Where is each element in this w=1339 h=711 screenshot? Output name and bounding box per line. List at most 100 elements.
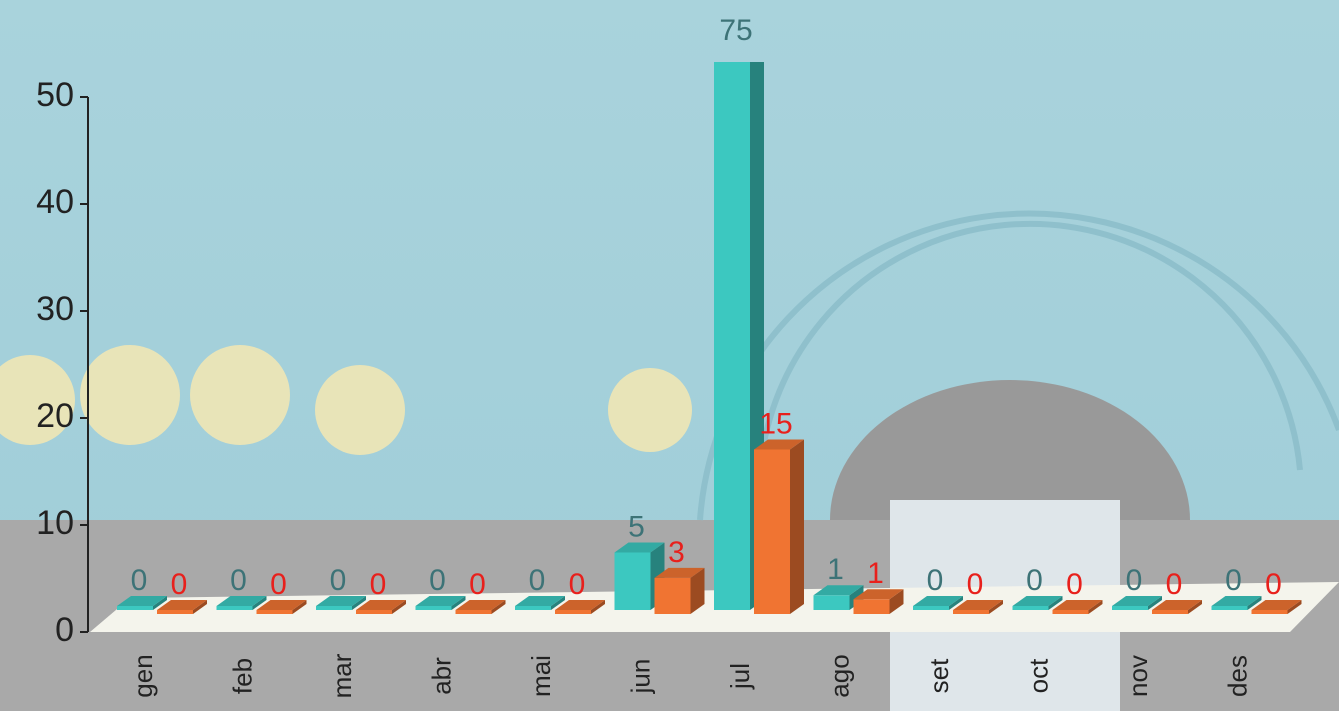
bar-top: [1012, 596, 1063, 606]
bar-front: [1211, 606, 1248, 610]
bar-front: [714, 62, 750, 610]
x-tick-label: set: [924, 658, 954, 693]
bar-top: [555, 600, 605, 610]
data-label: 0: [429, 564, 446, 597]
data-label: 0: [569, 568, 586, 601]
bar-top: [754, 439, 804, 450]
bar-front: [754, 449, 790, 614]
bar-front: [913, 606, 949, 610]
data-label: 5: [628, 510, 645, 543]
bar: [216, 596, 267, 610]
bar-top: [913, 596, 963, 606]
bar-top: [117, 596, 167, 606]
data-label: 0: [370, 568, 387, 601]
bar-front: [953, 610, 989, 614]
bar: [913, 596, 963, 610]
data-label: 0: [1225, 564, 1242, 597]
bar: [1012, 596, 1063, 610]
bar-top: [356, 600, 406, 610]
bar-front: [117, 606, 153, 610]
bar-front: [356, 610, 392, 614]
bar: [455, 600, 506, 614]
bar-side: [989, 600, 1003, 614]
bar-front: [256, 610, 293, 614]
x-tick-label: jun: [625, 659, 655, 695]
bar: [316, 596, 366, 610]
bar-front: [415, 606, 452, 610]
bar-side: [790, 439, 804, 614]
bar-front: [813, 595, 850, 610]
bar-top: [614, 542, 665, 553]
bar: [654, 567, 705, 614]
bar-top: [256, 600, 307, 610]
data-label: 0: [171, 568, 188, 601]
bar-side: [949, 596, 963, 610]
data-label: 1: [827, 553, 844, 586]
bar-front: [1012, 606, 1049, 610]
x-tick-label: jul: [725, 663, 755, 690]
y-tick-label: 30: [36, 290, 74, 328]
x-tick-label: mai: [526, 655, 556, 697]
bar-top: [455, 600, 506, 610]
x-tick-label: feb: [227, 658, 257, 694]
bar: [813, 585, 864, 610]
bar-side: [352, 596, 366, 610]
bar-front: [614, 552, 651, 610]
x-tick-label: ago: [824, 654, 854, 697]
bar-side: [1188, 600, 1202, 614]
bar-side: [451, 596, 466, 610]
bar-top: [1251, 600, 1302, 610]
x-tick-label: nov: [1123, 655, 1153, 697]
bar-side: [1247, 596, 1262, 610]
bar-front: [853, 599, 890, 614]
bar-top: [515, 596, 565, 606]
x-tick-label: mar: [327, 653, 357, 698]
data-label: 0: [529, 564, 546, 597]
bar-side: [153, 596, 167, 610]
bar: [1211, 596, 1262, 610]
data-label: 0: [131, 564, 148, 597]
y-tick-label: 50: [36, 76, 74, 114]
bar-front: [654, 577, 691, 614]
bar-side: [491, 600, 506, 614]
data-label: 0: [330, 564, 347, 597]
bar-front: [316, 606, 352, 610]
x-tick-label: abr: [426, 657, 456, 695]
bar-top: [157, 600, 207, 610]
x-tick-label: oct: [1023, 658, 1053, 693]
bar-top: [1152, 600, 1202, 610]
bar-side: [1048, 596, 1063, 610]
bar: [555, 600, 605, 614]
bar: [754, 439, 804, 614]
bar-top: [953, 600, 1003, 610]
bar-side: [690, 567, 705, 614]
bar-front: [515, 606, 551, 610]
bar-front: [216, 606, 253, 610]
bar-front: [1251, 610, 1288, 614]
data-label: 0: [230, 564, 247, 597]
bar-front: [1112, 606, 1148, 610]
bar-side: [889, 589, 904, 614]
bar: [415, 596, 466, 610]
bar-top: [1211, 596, 1262, 606]
bar-top: [813, 585, 864, 596]
bar-top: [316, 596, 366, 606]
bar-top: [654, 567, 705, 578]
data-label: 1: [867, 557, 884, 590]
y-tick-label: 20: [36, 397, 74, 435]
bar: [515, 596, 565, 610]
bar-top: [1052, 600, 1103, 610]
bar-side: [551, 596, 565, 610]
bar-side: [292, 600, 307, 614]
bar: [1251, 600, 1302, 614]
y-tick-label: 0: [55, 611, 74, 649]
data-label: 0: [1126, 564, 1143, 597]
bar-top: [415, 596, 466, 606]
data-label: 0: [1066, 568, 1083, 601]
bar-side: [1287, 600, 1302, 614]
bar-front: [1152, 610, 1188, 614]
x-tick-label: des: [1222, 655, 1252, 697]
bar: [1152, 600, 1202, 614]
bar: [157, 600, 207, 614]
